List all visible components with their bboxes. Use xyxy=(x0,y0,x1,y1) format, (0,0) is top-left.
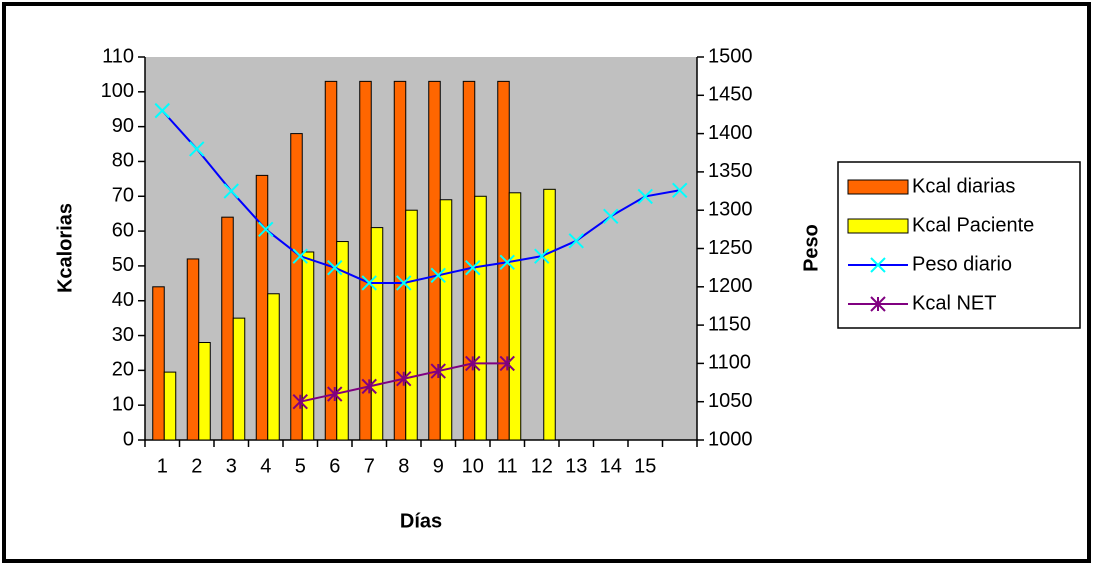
y2-tick-label: 1350 xyxy=(708,160,753,182)
marker xyxy=(672,182,688,198)
x-tick-label: 8 xyxy=(398,455,409,477)
marker xyxy=(499,355,515,372)
x-tick-label: 4 xyxy=(260,455,271,477)
x-tick-label: 10 xyxy=(462,455,484,477)
bar xyxy=(290,133,303,441)
y-tick-label: 70 xyxy=(112,185,134,207)
marker xyxy=(534,248,550,264)
bar xyxy=(255,174,269,441)
bar xyxy=(301,251,315,441)
bar xyxy=(221,216,234,441)
x-axis-label: Días xyxy=(400,510,442,532)
marker xyxy=(292,393,308,410)
y-tick-label: 60 xyxy=(112,219,134,241)
marker xyxy=(154,102,170,119)
bar xyxy=(370,227,384,441)
y-tick-label: 90 xyxy=(112,115,134,137)
y2-tick-label: 1050 xyxy=(708,390,753,412)
line xyxy=(161,109,680,284)
y-tick-label: 30 xyxy=(112,324,134,346)
marker xyxy=(568,233,584,249)
y2-tick-label: 1500 xyxy=(708,45,753,67)
marker xyxy=(637,188,653,205)
bar xyxy=(439,199,453,441)
y-tick-label: 40 xyxy=(112,289,134,311)
y2-tick-label: 1300 xyxy=(708,198,753,220)
x-tick-label: 7 xyxy=(364,455,375,477)
y2-tick-label: 1450 xyxy=(708,84,753,106)
bar xyxy=(508,192,522,441)
marker xyxy=(327,259,343,276)
y-axis-label: Kcalorias xyxy=(54,203,76,293)
y2-tick-label: 1250 xyxy=(708,237,753,259)
bar xyxy=(474,195,487,441)
bar xyxy=(462,80,476,441)
marker xyxy=(465,259,481,276)
x-tick-label: 6 xyxy=(329,455,340,477)
x-tick-label: 3 xyxy=(226,455,237,477)
marker xyxy=(396,371,412,387)
bar xyxy=(428,80,441,441)
legend-label: Kcal diarias xyxy=(912,175,1015,197)
x-tick-label: 1 xyxy=(157,455,168,477)
y-tick-label: 50 xyxy=(112,254,134,276)
marker xyxy=(361,378,377,395)
legend-label: Peso diario xyxy=(912,253,1012,275)
marker xyxy=(430,267,446,284)
y2-tick-label: 1100 xyxy=(708,352,751,374)
legend-marker xyxy=(870,257,886,273)
legend-marker xyxy=(870,296,886,312)
y-tick-label: 100 xyxy=(101,80,134,102)
marker xyxy=(430,363,446,379)
legend-swatch xyxy=(847,179,909,195)
x-tick-label: 14 xyxy=(600,455,622,477)
y2-axis-label: Peso xyxy=(800,224,822,272)
legend-label: Kcal NET xyxy=(912,292,996,314)
x-tick-label: 9 xyxy=(433,455,444,477)
marker xyxy=(292,248,308,264)
x-tick-label: 13 xyxy=(565,455,587,477)
y2-tick-label: 1000 xyxy=(708,428,753,450)
y2-tick-label: 1150 xyxy=(708,313,751,335)
bar xyxy=(152,286,165,441)
bar xyxy=(543,188,556,441)
marker xyxy=(465,355,481,372)
marker xyxy=(223,183,239,199)
bar xyxy=(163,371,177,441)
bar xyxy=(393,80,407,441)
legend-swatch xyxy=(847,218,909,234)
x-tick-label: 15 xyxy=(634,455,656,477)
marker xyxy=(258,221,274,238)
x-tick-label: 12 xyxy=(531,455,553,477)
y-tick-label: 10 xyxy=(112,393,134,415)
bar xyxy=(232,317,246,441)
x-tick-label: 2 xyxy=(191,455,202,477)
y-tick-label: 20 xyxy=(112,359,134,381)
y-tick-label: 0 xyxy=(123,428,134,450)
y-tick-label: 80 xyxy=(112,150,134,172)
y2-tick-label: 1400 xyxy=(708,122,753,144)
marker xyxy=(189,141,205,157)
bar xyxy=(198,342,211,441)
bar xyxy=(324,80,338,441)
marker xyxy=(327,386,343,402)
x-tick-label: 5 xyxy=(295,455,306,477)
marker xyxy=(396,275,412,291)
marker xyxy=(499,254,515,270)
y2-tick-label: 1200 xyxy=(708,275,753,297)
x-tick-label: 11 xyxy=(497,455,518,477)
bar xyxy=(336,241,349,441)
legend-label: Kcal Paciente xyxy=(912,214,1034,236)
marker xyxy=(361,275,377,291)
bar xyxy=(405,209,418,441)
marker xyxy=(603,208,619,225)
y-tick-label: 110 xyxy=(102,45,134,67)
bar xyxy=(186,258,200,441)
bar xyxy=(267,293,280,441)
